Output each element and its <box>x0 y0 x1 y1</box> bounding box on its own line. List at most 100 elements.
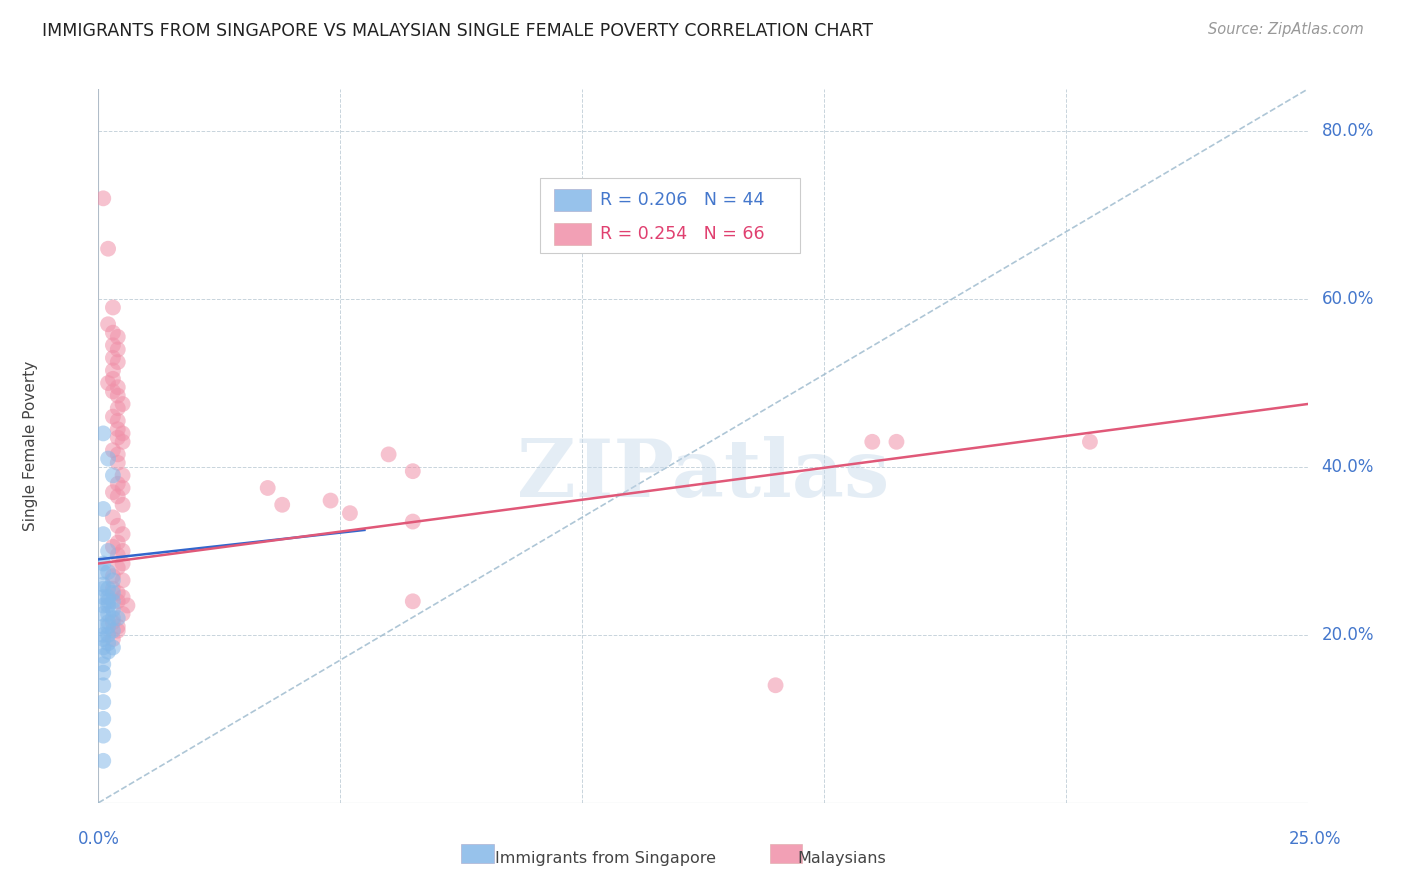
Point <box>107 456 129 470</box>
Point <box>101 540 124 554</box>
Point <box>111 557 134 571</box>
Point <box>101 443 124 458</box>
Point <box>271 498 294 512</box>
Point <box>111 498 134 512</box>
Text: IMMIGRANTS FROM SINGAPORE VS MALAYSIAN SINGLE FEMALE POVERTY CORRELATION CHART: IMMIGRANTS FROM SINGAPORE VS MALAYSIAN S… <box>42 22 873 40</box>
Point <box>111 426 134 441</box>
Point <box>765 678 787 692</box>
Point <box>319 493 342 508</box>
Point <box>101 384 124 399</box>
Point <box>91 695 114 709</box>
Point <box>101 632 124 646</box>
Point <box>101 409 124 424</box>
Point <box>107 586 129 600</box>
Point <box>107 560 129 574</box>
Point <box>97 615 120 630</box>
Point <box>101 594 124 608</box>
Point <box>111 590 134 604</box>
Text: R = 0.206   N = 44: R = 0.206 N = 44 <box>600 191 765 209</box>
Point <box>91 577 114 591</box>
Point <box>256 481 278 495</box>
Point <box>97 544 120 558</box>
Point <box>101 372 124 386</box>
Point <box>97 628 120 642</box>
Text: Source: ZipAtlas.com: Source: ZipAtlas.com <box>1208 22 1364 37</box>
Point <box>886 434 908 449</box>
Point <box>91 502 114 516</box>
Point <box>107 548 129 562</box>
Text: 80.0%: 80.0% <box>1322 122 1374 140</box>
Point <box>107 611 129 625</box>
Point <box>101 569 124 583</box>
Point <box>377 447 399 461</box>
Point <box>107 431 129 445</box>
Point <box>107 594 129 608</box>
Point <box>107 355 129 369</box>
Point <box>101 611 124 625</box>
Text: 25.0%: 25.0% <box>1288 830 1341 847</box>
Point <box>107 447 129 461</box>
Point <box>97 451 120 466</box>
Point <box>97 619 120 633</box>
Point <box>91 426 114 441</box>
Point <box>91 632 114 646</box>
Text: R = 0.254   N = 66: R = 0.254 N = 66 <box>600 225 765 243</box>
Point <box>1078 434 1101 449</box>
Point <box>107 330 129 344</box>
Text: 20.0%: 20.0% <box>1322 626 1374 644</box>
Point <box>97 318 120 332</box>
Point <box>97 599 120 613</box>
Point <box>97 376 120 390</box>
Point <box>111 544 134 558</box>
Point <box>91 590 114 604</box>
Point <box>101 603 124 617</box>
Point <box>101 510 124 524</box>
Point <box>107 624 129 638</box>
Point <box>111 481 134 495</box>
Text: 60.0%: 60.0% <box>1322 290 1374 308</box>
Point <box>91 754 114 768</box>
Point <box>402 464 425 478</box>
Point <box>91 678 114 692</box>
Point <box>91 599 114 613</box>
Point <box>101 586 124 600</box>
Point <box>111 434 134 449</box>
Point <box>91 648 114 663</box>
Point <box>91 582 114 596</box>
FancyBboxPatch shape <box>540 178 800 253</box>
Point <box>402 515 425 529</box>
Point <box>101 582 124 596</box>
Point <box>91 729 114 743</box>
Point <box>101 338 124 352</box>
Text: 0.0%: 0.0% <box>77 830 120 847</box>
Bar <box>769 844 803 863</box>
Point <box>97 636 120 650</box>
Point <box>91 640 114 655</box>
Point <box>97 582 120 596</box>
Text: Immigrants from Singapore: Immigrants from Singapore <box>495 851 716 866</box>
Point <box>111 527 134 541</box>
Point <box>111 468 134 483</box>
Point <box>101 351 124 365</box>
Point <box>107 422 129 436</box>
Point <box>107 414 129 428</box>
Point <box>97 594 120 608</box>
Point <box>107 401 129 416</box>
Bar <box>461 844 494 863</box>
Point <box>101 363 124 377</box>
Point <box>101 301 124 315</box>
Point <box>107 476 129 491</box>
Point <box>111 607 134 621</box>
Point <box>97 242 120 256</box>
Point <box>101 615 124 630</box>
Text: Malaysians: Malaysians <box>797 851 886 866</box>
Point <box>117 599 139 613</box>
Text: Single Female Poverty: Single Female Poverty <box>24 361 38 531</box>
Point <box>91 557 114 571</box>
Point <box>97 607 120 621</box>
Point <box>91 527 114 541</box>
Bar <box>554 189 591 211</box>
Point <box>101 640 124 655</box>
Point <box>107 489 129 503</box>
Point <box>97 645 120 659</box>
